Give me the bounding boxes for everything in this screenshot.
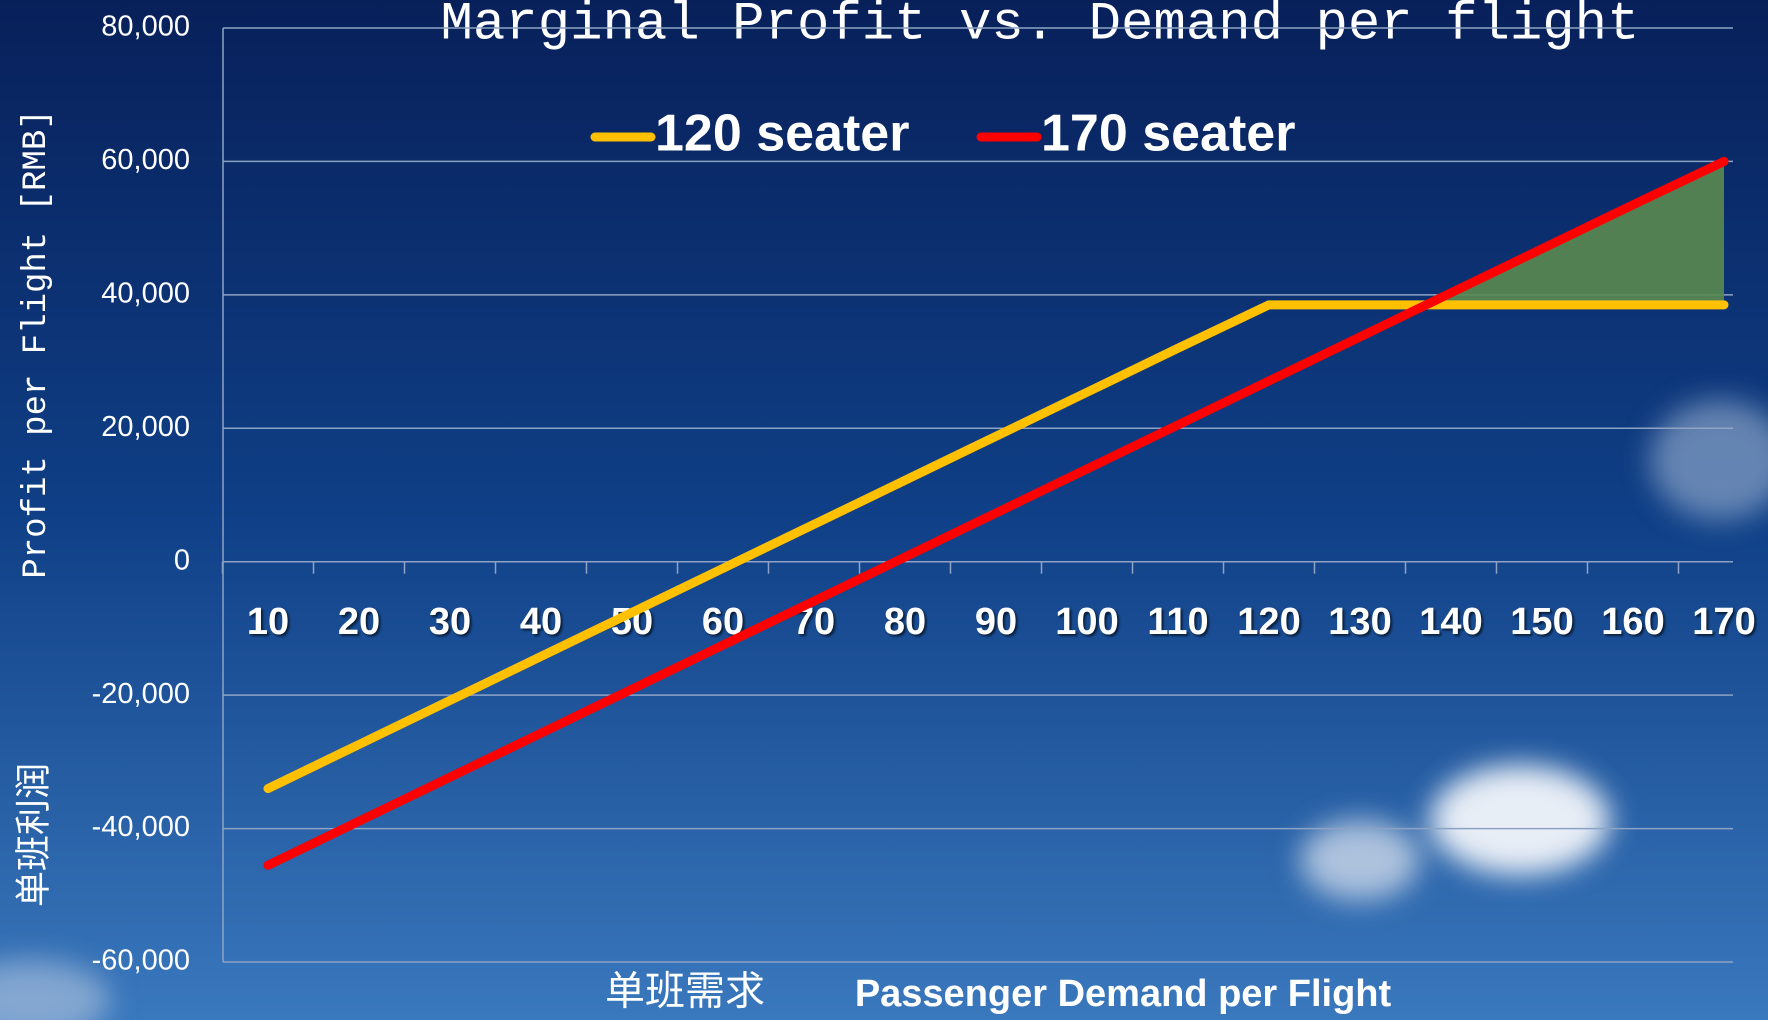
x-tick-label: 150: [1510, 601, 1573, 643]
y-axis-title: Profit per Flight [RMB]: [18, 109, 56, 578]
y-tick-label: 80,000: [101, 11, 190, 43]
y-tick-label: -40,000: [92, 811, 190, 843]
x-tick-label: 140: [1419, 601, 1482, 643]
x-tick-label: 20: [338, 601, 380, 643]
x-axis-title-cn: 单班需求: [605, 970, 765, 1014]
x-tick-label: 90: [975, 601, 1017, 643]
x-axis-title: Passenger Demand per Flight: [855, 973, 1392, 1015]
y-tick-label: -20,000: [92, 678, 190, 710]
x-tick-label: 130: [1328, 601, 1391, 643]
legend-label: 170 seater: [1041, 105, 1295, 163]
y-tick-label: 0: [174, 544, 190, 576]
legend-label: 120 seater: [655, 105, 909, 163]
y-tick-label: 20,000: [101, 411, 190, 443]
x-tick-label: 160: [1601, 601, 1664, 643]
x-tick-label: 120: [1237, 601, 1300, 643]
x-tick-label: 170: [1692, 601, 1755, 643]
x-tick-label: 100: [1055, 601, 1118, 643]
x-tick-label: 10: [247, 601, 289, 643]
y-tick-label: 60,000: [101, 144, 190, 176]
y-tick-label: 40,000: [101, 278, 190, 310]
y-tick-label: -60,000: [92, 945, 190, 977]
x-tick-label: 30: [429, 601, 471, 643]
x-tick-label: 110: [1147, 601, 1208, 643]
chart: Marginal Profit vs. Demand per flight Pr…: [0, 0, 1768, 1020]
y-axis-title-cn: 单班利润: [13, 763, 54, 907]
x-tick-label: 40: [520, 601, 562, 643]
x-tick-label: 80: [884, 601, 926, 643]
